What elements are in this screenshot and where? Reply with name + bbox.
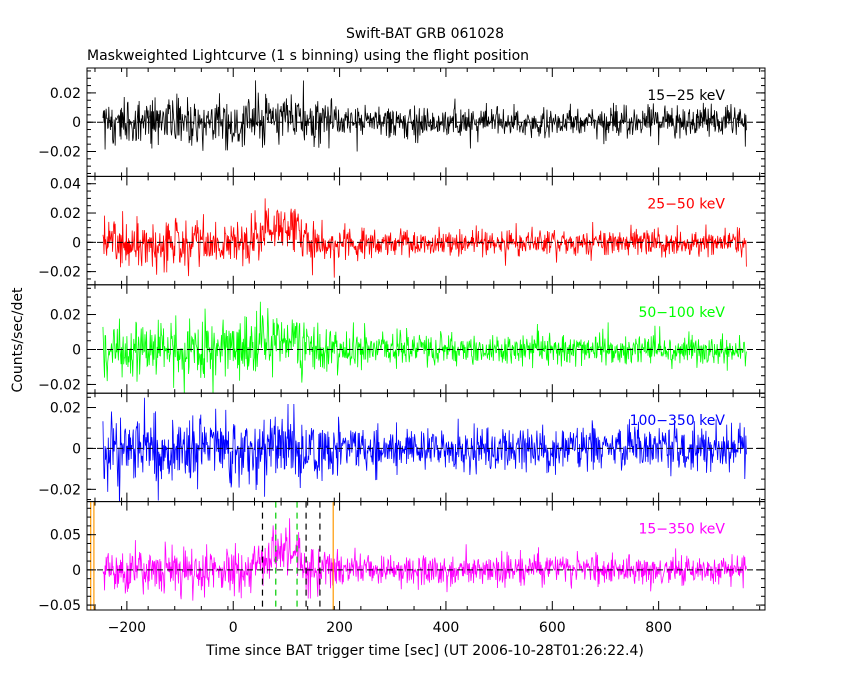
x-tick-label: 600: [539, 620, 566, 636]
panel-3: −0.02 0 0.02 50−100 keV: [38, 284, 766, 394]
y-tick-label: 0: [72, 115, 81, 131]
y-tick-label: −0.02: [38, 482, 81, 498]
y-tick-label: 0.02: [50, 86, 81, 102]
y-tick-label: 0.02: [50, 401, 81, 417]
x-tick-label: 400: [433, 620, 460, 636]
panel-2: −0.02 0 0.02 0.04 25−50 keV: [38, 175, 766, 286]
panel-4: −0.02 0 0.02 100−350 keV: [38, 392, 766, 503]
panel-label: 15−25 keV: [647, 88, 725, 104]
panel-frame: [86, 501, 766, 611]
panel-label: 50−100 keV: [638, 305, 725, 321]
series-line: [102, 198, 747, 278]
y-tick-label: −0.02: [38, 265, 81, 281]
panel-label: 15−350 keV: [638, 522, 725, 538]
panel-label: 100−350 keV: [630, 413, 726, 429]
x-axis-label: Time since BAT trigger time [sec] (UT 20…: [205, 643, 644, 659]
y-axis-label: Counts/sec/det: [10, 287, 26, 392]
x-tick-label: 800: [645, 620, 672, 636]
series-line: [102, 518, 747, 601]
y-tick-label: 0: [72, 342, 81, 358]
panel-label: 25−50 keV: [647, 196, 725, 212]
x-tick-label: 200: [326, 620, 353, 636]
y-tick-label: 0: [72, 235, 81, 251]
y-tick-label: 0.05: [50, 528, 81, 544]
x-tick-label: 0: [229, 620, 238, 636]
series-line: [102, 397, 747, 502]
panels-group: −0.02 0 0.02 15−25 keV −0.02 0 0.02 0.04 25−50 k…: [38, 67, 766, 636]
panel-5: −0.05 0 0.05 15−350 keV: [38, 501, 766, 614]
y-tick-label: 0.02: [50, 206, 81, 222]
panel-1: −0.02 0 0.02 15−25 keV: [38, 67, 766, 177]
y-tick-label: 0.02: [50, 308, 81, 324]
y-tick-label: 0: [72, 563, 81, 579]
x-tick-label: −200: [108, 620, 146, 636]
y-tick-label: 0: [72, 441, 81, 457]
y-tick-label: −0.02: [38, 377, 81, 393]
chart-title: Swift-BAT GRB 061028: [346, 26, 504, 42]
chart-subtitle: Maskweighted Lightcurve (1 s binning) us…: [87, 48, 529, 64]
y-tick-label: 0.04: [50, 177, 81, 193]
series-line: [102, 301, 747, 394]
y-tick-label: −0.05: [38, 598, 81, 614]
y-tick-label: −0.02: [38, 144, 81, 160]
